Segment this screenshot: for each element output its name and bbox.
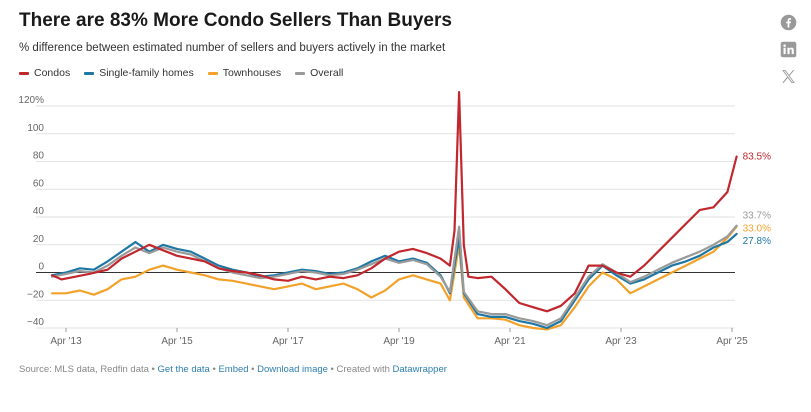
x-tick-label: Apr '13 [50,336,82,347]
legend-swatch-overall [295,71,306,75]
x-tick-label: Apr '25 [716,336,748,347]
facebook-icon[interactable] [780,14,797,31]
overall-line [51,224,738,327]
footer-separator: • [248,364,258,375]
legend-swatch-single-family [84,71,95,75]
created-with-text: Created with [336,364,390,375]
x-twitter-icon[interactable] [780,68,797,85]
y-tick-label: −20 [27,289,44,300]
legend-item-overall: Overall [295,67,343,79]
y-tick-label: 60 [33,178,45,189]
legend-item-townhouses: Townhouses [207,67,282,79]
legend-label-overall: Overall [310,67,344,79]
townhouses-line [51,225,738,331]
legend-item-condos: Condos [19,67,70,79]
footer-separator: • [327,364,337,375]
condos-line [51,91,738,313]
datawrapper-link[interactable]: Datawrapper [392,364,447,375]
legend-item-single-family: Single-family homes [84,67,194,79]
source-note: Source: MLS data, Redfin data [19,364,149,375]
series-lines [51,91,738,331]
x-tick-label: Apr '15 [161,336,193,347]
y-tick-label: 0 [38,262,44,273]
y-tick-label: 120% [18,95,44,106]
y-axis-ticks: 120% 100 80 60 40 20 0 −20 −40 [18,95,44,328]
x-tick-label: Apr '23 [605,336,637,347]
single-family-line [51,232,738,330]
x-tick-label: Apr '17 [272,336,304,347]
legend-swatch-townhouses [207,71,218,75]
x-tick-label: Apr '21 [494,336,526,347]
y-tick-label: 100 [27,123,44,134]
townhouses-end-label: 33.0% [743,224,771,235]
footer: Source: MLS data, Redfin data • Get the … [19,364,447,375]
y-tick-label: 80 [33,151,45,162]
footer-separator: • [209,364,219,375]
legend-label-single-family: Single-family homes [99,67,194,79]
linkedin-icon[interactable] [780,41,797,58]
embed-link[interactable]: Embed [218,364,249,375]
social-share-bar [780,14,797,85]
single-family-end-label: 27.8% [743,236,771,247]
condos-end-label: 83.5% [743,152,771,163]
get-data-link[interactable]: Get the data [157,364,210,375]
legend-label-condos: Condos [34,67,71,79]
y-tick-label: 40 [33,206,45,217]
x-axis-ticks: Apr '13 Apr '15 Apr '17 Apr '19 Apr '21 Apr '… [50,328,748,347]
y-tick-label: 20 [33,234,45,245]
chart-title: There are 83% More Condo Sellers Than Bu… [19,10,452,31]
gridlines [36,105,735,329]
footer-separator: • [148,364,158,375]
overall-end-label: 33.7% [743,211,771,222]
download-image-link[interactable]: Download image [257,364,328,375]
legend-swatch-condos [19,71,29,75]
x-tick-label: Apr '19 [383,336,415,347]
end-labels: 83.5% 27.8%33.0% 33.7% [743,152,771,247]
y-tick-label: −40 [27,317,44,328]
legend: Condos Single-family homes Townhouses Ov… [19,67,343,79]
chart-subtitle: % difference between estimated number of… [19,42,446,54]
legend-label-townhouses: Townhouses [222,67,282,79]
